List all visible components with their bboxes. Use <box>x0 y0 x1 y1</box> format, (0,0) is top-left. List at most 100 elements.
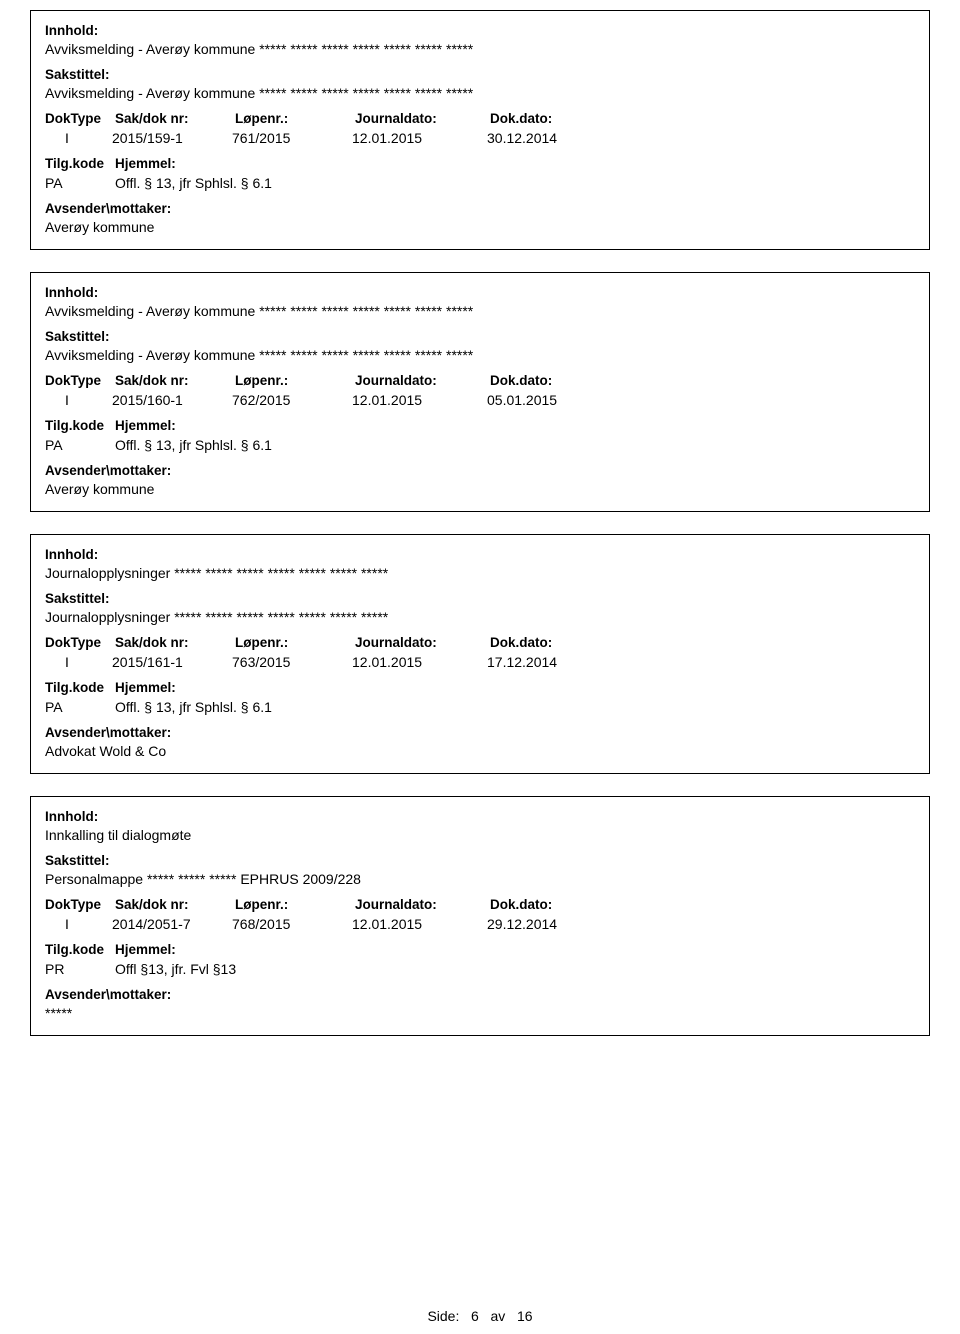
tilg-values-row: PA Offl. § 13, jfr Sphlsl. § 6.1 <box>45 437 915 453</box>
tilgkode-value: PA <box>45 175 115 191</box>
sakstittel-label: Sakstittel: <box>45 591 915 606</box>
dokdato-header: Dok.dato: <box>490 897 610 912</box>
hjemmel-value: Offl. § 13, jfr Sphlsl. § 6.1 <box>115 437 272 453</box>
lopenr-value: 763/2015 <box>232 654 352 670</box>
footer-separator: av <box>491 1308 506 1324</box>
hjemmel-header: Hjemmel: <box>115 418 176 433</box>
sakdok-header: Sak/dok nr: <box>115 373 235 388</box>
lopenr-header: Løpenr.: <box>235 373 355 388</box>
tilgkode-header: Tilg.kode <box>45 680 115 695</box>
tilg-header-row: Tilg.kode Hjemmel: <box>45 942 915 957</box>
tilgkode-value: PA <box>45 699 115 715</box>
sakstittel-value: Personalmappe ***** ***** ***** EPHRUS 2… <box>45 871 915 887</box>
hjemmel-header: Hjemmel: <box>115 942 176 957</box>
avsender-value: Averøy kommune <box>45 481 915 497</box>
hjemmel-value: Offl. § 13, jfr Sphlsl. § 6.1 <box>115 699 272 715</box>
journaldato-header: Journaldato: <box>355 373 490 388</box>
innhold-label: Innhold: <box>45 23 915 38</box>
dokdato-value: 05.01.2015 <box>487 392 607 408</box>
avsender-value: Advokat Wold & Co <box>45 743 915 759</box>
dokdato-value: 17.12.2014 <box>487 654 607 670</box>
avsender-label: Avsender\mottaker: <box>45 725 915 740</box>
innhold-value: Avviksmelding - Averøy kommune ***** ***… <box>45 303 915 319</box>
journal-entry: Innhold: Journalopplysninger ***** *****… <box>30 534 930 774</box>
footer-page: 6 <box>471 1308 479 1324</box>
hjemmel-value: Offl §13, jfr. Fvl §13 <box>115 961 236 977</box>
avsender-value: ***** <box>45 1005 915 1021</box>
meta-header-row: DokType Sak/dok nr: Løpenr.: Journaldato… <box>45 897 915 912</box>
dokdato-header: Dok.dato: <box>490 373 610 388</box>
lopenr-value: 768/2015 <box>232 916 352 932</box>
doktype-value: I <box>65 654 77 670</box>
meta-values-row: I 2015/160-1 762/2015 12.01.2015 05.01.2… <box>45 392 915 408</box>
sakdok-value: 2014/2051-7 <box>112 916 232 932</box>
avsender-label: Avsender\mottaker: <box>45 463 915 478</box>
sakstittel-label: Sakstittel: <box>45 67 915 82</box>
tilgkode-value: PR <box>45 961 115 977</box>
lopenr-header: Løpenr.: <box>235 897 355 912</box>
dokdato-value: 30.12.2014 <box>487 130 607 146</box>
lopenr-header: Løpenr.: <box>235 111 355 126</box>
doktype-header: DokType <box>45 897 115 912</box>
doktype-value: I <box>65 916 77 932</box>
meta-header-row: DokType Sak/dok nr: Løpenr.: Journaldato… <box>45 111 915 126</box>
sakdok-value: 2015/161-1 <box>112 654 232 670</box>
tilg-values-row: PR Offl §13, jfr. Fvl §13 <box>45 961 915 977</box>
tilgkode-header: Tilg.kode <box>45 418 115 433</box>
meta-values-row: I 2014/2051-7 768/2015 12.01.2015 29.12.… <box>45 916 915 932</box>
sakstittel-value: Avviksmelding - Averøy kommune ***** ***… <box>45 85 915 101</box>
hjemmel-header: Hjemmel: <box>115 680 176 695</box>
avsender-label: Avsender\mottaker: <box>45 987 915 1002</box>
doktype-header: DokType <box>45 373 115 388</box>
journal-entry: Innhold: Innkalling til dialogmøte Sakst… <box>30 796 930 1036</box>
sakdok-value: 2015/159-1 <box>112 130 232 146</box>
tilgkode-header: Tilg.kode <box>45 942 115 957</box>
dokdato-value: 29.12.2014 <box>487 916 607 932</box>
sakstittel-value: Avviksmelding - Averøy kommune ***** ***… <box>45 347 915 363</box>
innhold-label: Innhold: <box>45 547 915 562</box>
avsender-value: Averøy kommune <box>45 219 915 235</box>
journaldato-header: Journaldato: <box>355 111 490 126</box>
innhold-value: Avviksmelding - Averøy kommune ***** ***… <box>45 41 915 57</box>
tilgkode-value: PA <box>45 437 115 453</box>
journal-entry: Innhold: Avviksmelding - Averøy kommune … <box>30 10 930 250</box>
sakstittel-value: Journalopplysninger ***** ***** ***** **… <box>45 609 915 625</box>
meta-header-row: DokType Sak/dok nr: Løpenr.: Journaldato… <box>45 373 915 388</box>
tilg-header-row: Tilg.kode Hjemmel: <box>45 680 915 695</box>
footer-prefix: Side: <box>427 1308 459 1324</box>
journal-entry: Innhold: Avviksmelding - Averøy kommune … <box>30 272 930 512</box>
tilg-header-row: Tilg.kode Hjemmel: <box>45 418 915 433</box>
innhold-label: Innhold: <box>45 285 915 300</box>
journaldato-value: 12.01.2015 <box>352 654 487 670</box>
meta-values-row: I 2015/161-1 763/2015 12.01.2015 17.12.2… <box>45 654 915 670</box>
sakdok-header: Sak/dok nr: <box>115 897 235 912</box>
innhold-value: Innkalling til dialogmøte <box>45 827 915 843</box>
doktype-header: DokType <box>45 635 115 650</box>
doktype-value: I <box>65 392 77 408</box>
sakstittel-label: Sakstittel: <box>45 329 915 344</box>
doktype-value: I <box>65 130 77 146</box>
sakdok-header: Sak/dok nr: <box>115 111 235 126</box>
lopenr-header: Løpenr.: <box>235 635 355 650</box>
journaldato-header: Journaldato: <box>355 897 490 912</box>
innhold-label: Innhold: <box>45 809 915 824</box>
journaldato-value: 12.01.2015 <box>352 916 487 932</box>
hjemmel-header: Hjemmel: <box>115 156 176 171</box>
doktype-header: DokType <box>45 111 115 126</box>
dokdato-header: Dok.dato: <box>490 635 610 650</box>
journaldato-value: 12.01.2015 <box>352 130 487 146</box>
hjemmel-value: Offl. § 13, jfr Sphlsl. § 6.1 <box>115 175 272 191</box>
page-footer: Side: 6 av 16 <box>0 1308 960 1324</box>
journaldato-value: 12.01.2015 <box>352 392 487 408</box>
sakstittel-label: Sakstittel: <box>45 853 915 868</box>
avsender-label: Avsender\mottaker: <box>45 201 915 216</box>
footer-total: 16 <box>517 1308 533 1324</box>
sakdok-value: 2015/160-1 <box>112 392 232 408</box>
meta-header-row: DokType Sak/dok nr: Løpenr.: Journaldato… <box>45 635 915 650</box>
tilg-values-row: PA Offl. § 13, jfr Sphlsl. § 6.1 <box>45 175 915 191</box>
tilgkode-header: Tilg.kode <box>45 156 115 171</box>
dokdato-header: Dok.dato: <box>490 111 610 126</box>
tilg-values-row: PA Offl. § 13, jfr Sphlsl. § 6.1 <box>45 699 915 715</box>
meta-values-row: I 2015/159-1 761/2015 12.01.2015 30.12.2… <box>45 130 915 146</box>
innhold-value: Journalopplysninger ***** ***** ***** **… <box>45 565 915 581</box>
